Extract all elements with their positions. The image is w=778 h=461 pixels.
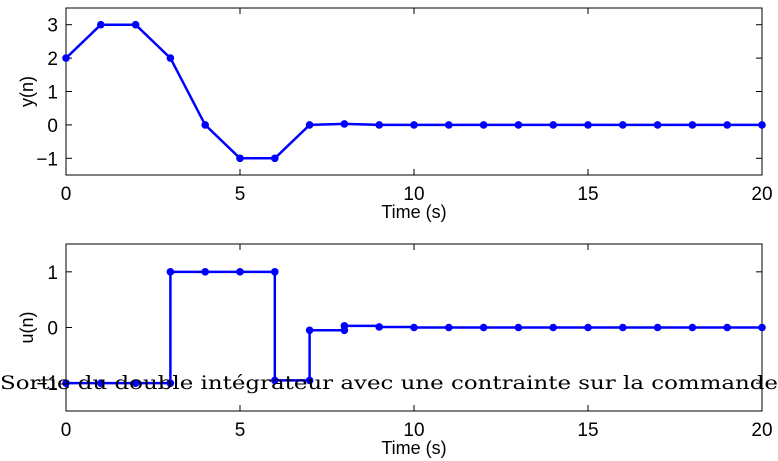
y-data-point xyxy=(584,121,592,129)
y-data-point xyxy=(166,54,175,62)
y-xtick-label: 5 xyxy=(235,184,246,205)
y-ytick-label: 3 xyxy=(47,16,58,37)
y-xtick-label: 15 xyxy=(577,184,598,205)
u-data-point xyxy=(375,323,384,331)
u-data-point xyxy=(305,376,314,385)
u-data-point xyxy=(131,379,140,387)
y-data-point xyxy=(62,54,70,62)
y-xtick-label: 10 xyxy=(403,184,424,205)
y-data-point xyxy=(410,121,418,129)
overlay-caption: Sortie du double intégrateur avec une co… xyxy=(0,372,778,394)
u-data-point xyxy=(166,268,175,276)
u-data-point xyxy=(271,268,279,276)
u-data-point xyxy=(305,326,314,335)
u-data-point xyxy=(619,323,627,332)
y-data-point xyxy=(131,20,140,29)
control-plot: 0 5 10 15 20 −1 0 1 Time (s) u(n) xyxy=(17,243,773,458)
u-data-point xyxy=(514,323,523,332)
u-ylabel: u(n) xyxy=(17,311,37,343)
u-data-point xyxy=(584,323,592,332)
u-xtick-label: 5 xyxy=(235,420,246,441)
y-data-point xyxy=(97,20,105,29)
u-ytick-label: 1 xyxy=(47,263,58,284)
u-data-point xyxy=(723,323,731,332)
u-data-point xyxy=(340,326,349,335)
u-data-point xyxy=(758,323,766,332)
y-data-point xyxy=(479,121,488,129)
y-ytick-label: 2 xyxy=(47,49,58,70)
y-data-point xyxy=(201,121,209,129)
y-data-point xyxy=(688,121,697,129)
y-ytick-label: 1 xyxy=(47,83,58,104)
u-xtick-label: 0 xyxy=(61,420,72,441)
y-data-point xyxy=(514,121,523,129)
y-data-point xyxy=(619,121,627,129)
u-data-point xyxy=(410,323,418,332)
y-xtick-label: 20 xyxy=(751,184,772,205)
y-xlabel: Time (s) xyxy=(381,202,446,222)
u-data-point xyxy=(479,323,488,332)
y-ylabel: y(n) xyxy=(17,76,37,107)
u-xtick-label: 15 xyxy=(577,420,598,441)
y-data-point xyxy=(653,121,662,129)
u-xtick-label: 20 xyxy=(751,420,772,441)
y-data-point xyxy=(305,121,314,129)
y-data-point xyxy=(271,154,279,163)
u-xtick-label: 10 xyxy=(403,420,424,441)
u-data-point xyxy=(445,323,453,332)
u-data-point xyxy=(653,323,662,332)
y-ytick-label: −1 xyxy=(36,149,58,170)
y-data-point xyxy=(758,121,766,129)
y-xtick-label: 0 xyxy=(61,184,72,205)
y-data-point xyxy=(445,121,453,129)
u-data-point xyxy=(166,379,175,387)
u-xlabel: Time (s) xyxy=(381,438,446,458)
y-data-point xyxy=(340,120,349,128)
u-ytick-label: 0 xyxy=(47,319,58,340)
y-data-point xyxy=(723,121,731,129)
u-ytick-label: −1 xyxy=(36,374,58,395)
u-data-point xyxy=(201,268,209,276)
y-data-point xyxy=(375,121,384,129)
y-axes-box xyxy=(65,7,763,176)
u-data-point xyxy=(271,376,279,385)
y-data-point xyxy=(236,154,244,163)
u-data-point xyxy=(688,323,697,332)
u-data-point xyxy=(97,379,105,387)
u-data-point xyxy=(549,323,557,332)
u-data-point xyxy=(62,379,70,387)
u-data-point xyxy=(236,268,244,276)
y-ytick-label: 0 xyxy=(47,116,58,137)
y-data-point xyxy=(549,121,557,129)
